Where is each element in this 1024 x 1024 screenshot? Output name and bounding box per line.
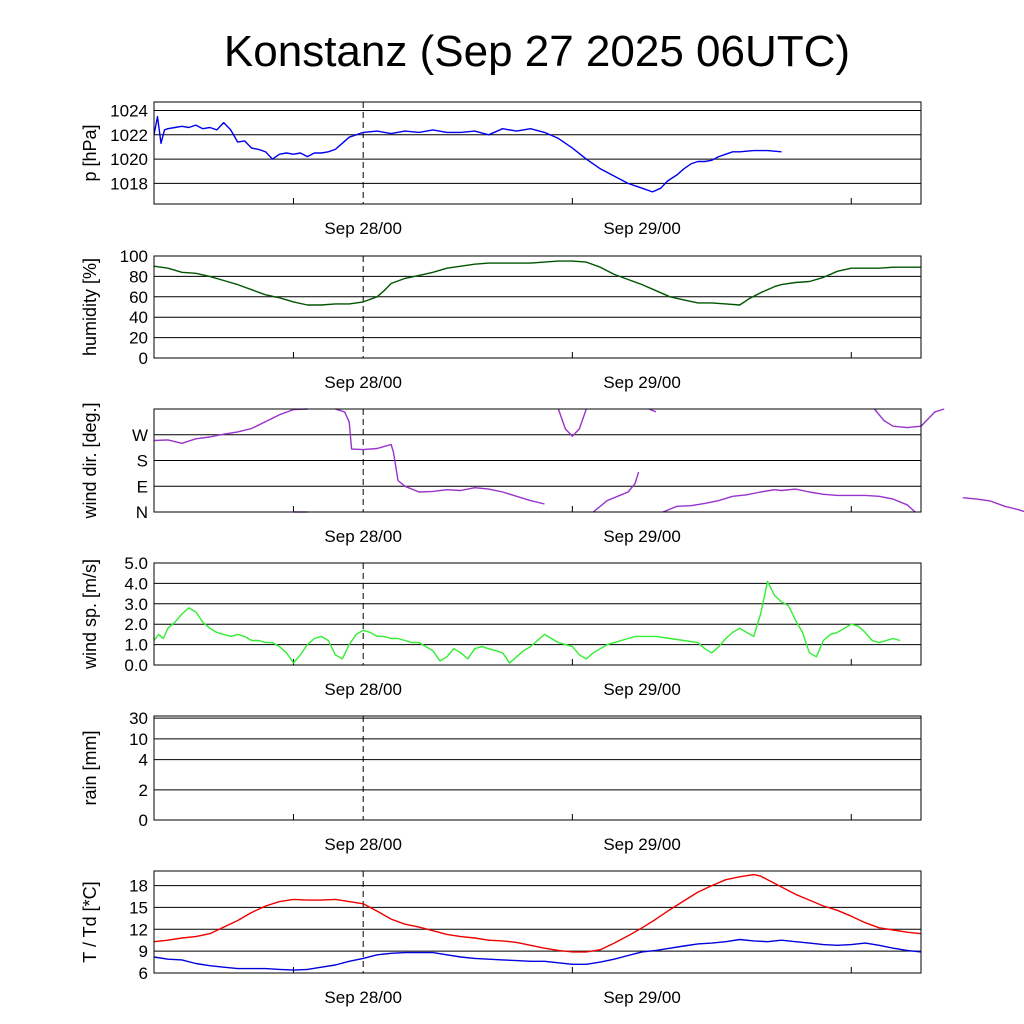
y-tick-label: N (136, 503, 148, 522)
x-tick-label: Sep 29/00 (603, 373, 681, 392)
y-tick-label: E (137, 477, 148, 496)
x-tick-label: Sep 29/00 (603, 680, 681, 699)
series-line-3 (557, 408, 587, 437)
x-tick-label: Sep 28/00 (324, 988, 402, 1007)
y-tick-label: 0 (139, 349, 148, 368)
series-line-10 (962, 497, 1024, 513)
series-line-7 (873, 408, 945, 429)
y-tick-label: 4.0 (124, 574, 148, 593)
y-tick-label: 10 (129, 730, 148, 749)
y-axis-label: wind dir. [deg.] (80, 402, 100, 519)
series-line-4 (592, 471, 640, 513)
x-tick-label: Sep 29/00 (603, 835, 681, 854)
y-tick-label: 30 (129, 709, 148, 728)
y-tick-label: 60 (129, 288, 148, 307)
y-tick-label: 18 (129, 877, 148, 896)
series-line-1 (153, 115, 782, 193)
y-axis-label: wind sp. [m/s] (80, 559, 100, 670)
y-tick-label: 0.0 (124, 656, 148, 675)
plot-frame (153, 562, 922, 666)
y-tick-label: 1018 (110, 174, 148, 193)
panel-4: 5.04.0 3.02.0 1.00.0 Sep 28/00 Sep 29/00 wind… (80, 554, 922, 699)
y-axis-label: p [hPa] (80, 124, 100, 181)
x-tick-label: Sep 28/00 (324, 219, 402, 238)
y-tick-label: 80 (129, 267, 148, 286)
y-tick-label: 1.0 (124, 636, 148, 655)
y-tick-label: 20 (129, 329, 148, 348)
y-tick-label: S (137, 452, 148, 471)
x-tick-label: Sep 28/00 (324, 527, 402, 546)
x-tick-label: Sep 29/00 (603, 988, 681, 1007)
panel-6: 18 15 12 9 6 Sep 28/00 Sep 29/00 T / Td [*C] (80, 870, 922, 1007)
y-axis-label: rain [mm] (80, 730, 100, 805)
y-tick-label: 12 (129, 920, 148, 939)
series-line-2 (335, 408, 545, 505)
plot-frame (153, 715, 922, 821)
plot-frame (153, 101, 922, 205)
series-line-1 (153, 873, 922, 953)
y-tick-label: 9 (139, 942, 148, 961)
series-line-1 (153, 260, 921, 306)
y-tick-label: 1022 (110, 126, 148, 145)
x-tick-label: Sep 29/00 (603, 527, 681, 546)
plot-frame (153, 255, 922, 359)
panel-5: 30 10 4 2 0 Sep 28/00 Sep 29/00 rain [mm] (80, 709, 922, 854)
y-tick-label: 0 (139, 811, 148, 830)
y-tick-label: 15 (129, 898, 148, 917)
x-tick-label: Sep 28/00 (324, 680, 402, 699)
y-axis-label: humidity [%] (80, 258, 100, 356)
chart-title: Konstanz (Sep 27 2025 06UTC) (224, 27, 850, 76)
x-tick-label: Sep 28/00 (324, 373, 402, 392)
y-tick-label: 40 (129, 308, 148, 327)
x-tick-label: Sep 28/00 (324, 835, 402, 854)
series-line-6 (662, 488, 916, 513)
panel-1: 1024 1022 1020 1018 Sep 28/00 Sep 29/00 p [hPa… (80, 101, 922, 238)
y-tick-label: 1024 (110, 102, 148, 121)
series-line-1 (153, 580, 901, 664)
y-tick-label: 5.0 (124, 554, 148, 573)
series-line-1 (153, 408, 308, 444)
plot-frame (153, 408, 922, 513)
x-tick-label: Sep 29/00 (603, 219, 681, 238)
series-line-2 (153, 938, 922, 971)
y-tick-label: 6 (139, 964, 148, 983)
y-axis-label: T / Td [*C] (80, 881, 100, 962)
y-tick-label: 1020 (110, 150, 148, 169)
plot-frame (153, 870, 922, 974)
y-tick-label: W (132, 426, 148, 445)
y-tick-label: 2 (139, 781, 148, 800)
y-tick-label: 4 (139, 751, 148, 770)
y-tick-label: 2.0 (124, 615, 148, 634)
y-tick-label: 3.0 (124, 595, 148, 614)
y-tick-label: 100 (120, 247, 148, 266)
